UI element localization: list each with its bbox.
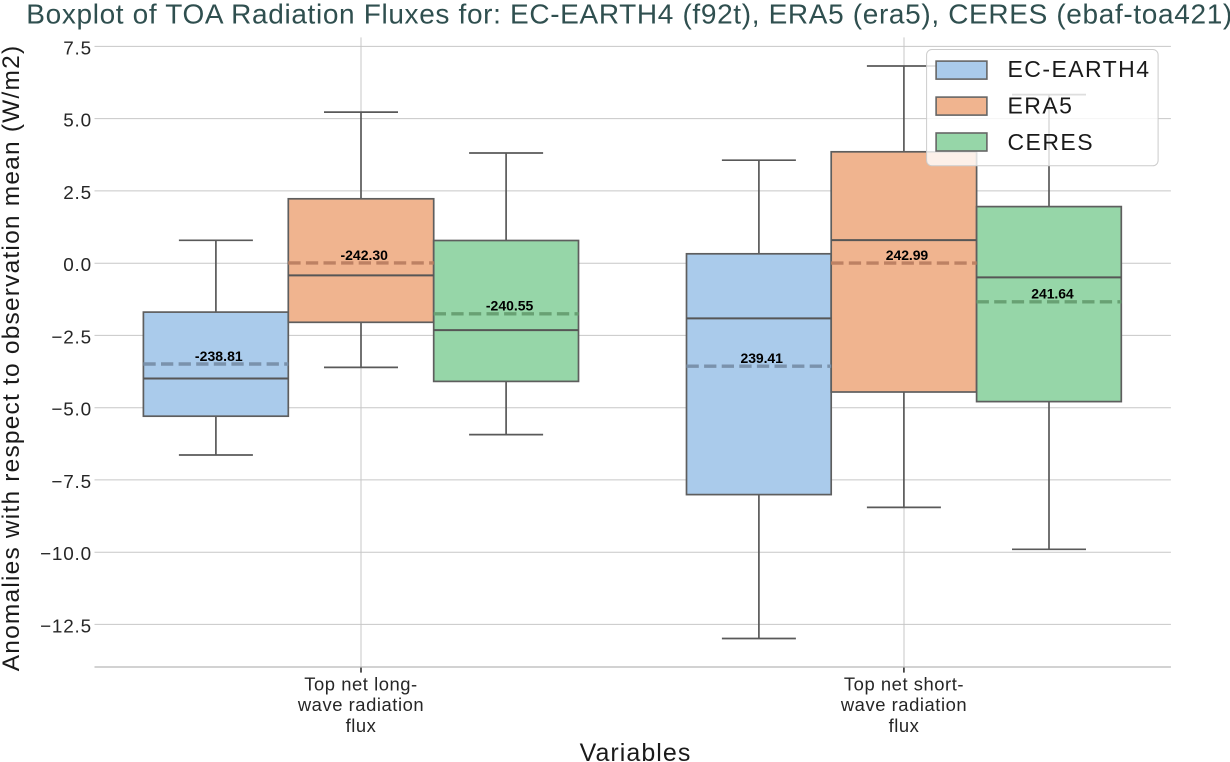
svg-text:-240.55: -240.55 <box>486 298 534 314</box>
svg-text:CERES: CERES <box>1008 129 1095 155</box>
svg-text:flux: flux <box>889 715 920 736</box>
svg-text:Top net long-: Top net long- <box>304 674 417 695</box>
svg-text:−7.5: −7.5 <box>51 472 92 493</box>
svg-text:ERA5: ERA5 <box>1008 93 1074 119</box>
svg-text:flux: flux <box>346 715 377 736</box>
svg-text:EC-EARTH4: EC-EARTH4 <box>1008 56 1151 82</box>
svg-text:wave radiation: wave radiation <box>840 694 967 715</box>
svg-text:Anomalies with respect to obse: Anomalies with respect to observation me… <box>0 45 25 672</box>
svg-text:7.5: 7.5 <box>63 38 92 59</box>
svg-text:Boxplot of TOA Radiation Fluxe: Boxplot of TOA Radiation Fluxes for: EC-… <box>26 0 1230 29</box>
svg-text:Top net short-: Top net short- <box>844 674 964 695</box>
svg-text:-242.30: -242.30 <box>341 247 389 263</box>
svg-text:239.41: 239.41 <box>741 350 784 366</box>
svg-text:2.5: 2.5 <box>63 183 92 204</box>
svg-text:Variables: Variables <box>580 739 692 762</box>
svg-text:5.0: 5.0 <box>63 111 92 132</box>
svg-text:-238.81: -238.81 <box>195 348 243 364</box>
svg-text:242.99: 242.99 <box>886 247 929 263</box>
svg-text:0.0: 0.0 <box>63 255 92 276</box>
svg-text:wave radiation: wave radiation <box>297 694 424 715</box>
svg-text:−5.0: −5.0 <box>51 400 92 421</box>
svg-text:−10.0: −10.0 <box>40 544 92 565</box>
svg-text:241.64: 241.64 <box>1031 286 1074 302</box>
svg-text:−12.5: −12.5 <box>40 616 92 637</box>
svg-text:−2.5: −2.5 <box>51 327 92 348</box>
